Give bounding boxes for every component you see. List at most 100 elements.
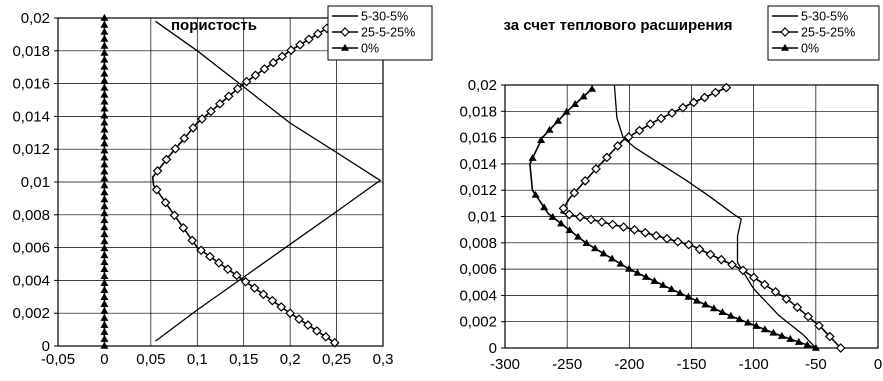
series-2-marker-5 xyxy=(769,328,778,336)
series-2-marker-0 xyxy=(811,343,820,351)
series-2-marker-13 xyxy=(100,251,109,259)
series-1-marker-27 xyxy=(569,188,580,198)
series-2-marker-19 xyxy=(100,209,109,217)
x-tick-label: -200 xyxy=(614,356,644,373)
series-1-marker-22 xyxy=(161,154,172,165)
series-2-marker-6 xyxy=(100,300,109,307)
series-0 xyxy=(613,84,817,349)
series-1-marker-26 xyxy=(558,203,569,214)
series-2-marker-31 xyxy=(548,212,557,220)
series-1-marker-13 xyxy=(694,244,705,255)
series-2-marker-13 xyxy=(701,300,710,308)
series-1-marker-37 xyxy=(678,102,688,113)
series-2-marker-28 xyxy=(100,146,109,154)
x-tick-label: 0,25 xyxy=(322,351,351,368)
series-2-marker-0 xyxy=(100,341,109,349)
series-1-marker-13 xyxy=(214,258,224,268)
x-tick-label: -0,05 xyxy=(41,351,75,368)
series-2-marker-29 xyxy=(565,226,574,234)
x-tick-label: -300 xyxy=(490,356,520,373)
series-2-marker-1 xyxy=(100,334,109,342)
chart-title: пористость xyxy=(171,17,257,34)
series-1 xyxy=(558,82,846,353)
series-1-marker-19 xyxy=(160,197,171,208)
series-1-marker-7 xyxy=(759,279,770,290)
series-1-marker-27 xyxy=(206,106,216,117)
series-2-marker-21 xyxy=(100,195,109,203)
series-1-marker-35 xyxy=(656,113,667,124)
y-tick-label: 0 xyxy=(489,340,497,357)
series-1-marker-34 xyxy=(268,57,279,68)
series-1-marker-24 xyxy=(179,133,190,144)
series-1-marker-14 xyxy=(683,239,694,250)
series-2-marker-37 xyxy=(100,83,109,91)
series-2-marker-15 xyxy=(684,292,693,300)
series-0-line xyxy=(155,20,381,342)
y-tick-label: 0,004 xyxy=(12,272,50,289)
series-1-line xyxy=(151,22,337,344)
series-2-marker-15 xyxy=(100,237,109,245)
series-2-marker-32 xyxy=(100,118,109,126)
y-tick-label: 0,01 xyxy=(21,174,50,191)
series-1-marker-24 xyxy=(575,212,585,222)
series-2-marker-1 xyxy=(803,340,812,348)
series-1-marker-29 xyxy=(591,164,601,174)
series-2-marker-40 xyxy=(579,92,588,100)
series-2-marker-4 xyxy=(777,331,786,339)
legend-label: 5-30-5% xyxy=(361,10,408,24)
series-1-marker-14 xyxy=(205,251,215,262)
series-1-marker-38 xyxy=(688,97,699,108)
series-1-marker-31 xyxy=(612,141,623,151)
series-1-marker-18 xyxy=(640,227,651,238)
series-2-marker-46 xyxy=(100,20,109,28)
y-tick-label: 0 xyxy=(42,338,50,355)
series-2-marker-20 xyxy=(100,202,109,210)
y-tick-label: 0,016 xyxy=(459,130,497,147)
series-1-marker-32 xyxy=(623,132,634,142)
series-1-marker-28 xyxy=(214,98,225,109)
series-2-marker-34 xyxy=(100,104,109,112)
series-2-marker-3 xyxy=(100,320,109,328)
series-2-marker-22 xyxy=(625,264,634,272)
series-2-marker-41 xyxy=(588,84,597,92)
series-1-marker-40 xyxy=(710,87,721,98)
series-1-marker-18 xyxy=(169,210,180,221)
series-2-marker-18 xyxy=(658,281,668,288)
series-2-marker-27 xyxy=(582,239,591,247)
series-2-marker-37 xyxy=(554,116,563,124)
x-tick-label: -50 xyxy=(805,356,827,373)
series-1-marker-legend xyxy=(780,27,790,37)
series-2-marker-39 xyxy=(100,69,109,77)
series-2-marker-17 xyxy=(100,223,109,231)
legend-label: 25-5-25% xyxy=(801,26,855,40)
y-tick-label: 0,016 xyxy=(12,76,50,93)
series-2-line xyxy=(529,88,817,349)
series-2-marker-38 xyxy=(562,107,571,115)
series-1-marker-12 xyxy=(222,264,233,275)
series-2-marker-25 xyxy=(599,249,608,257)
x-tick-label: 0 xyxy=(874,356,882,373)
series-1-marker-12 xyxy=(705,249,716,260)
series-1-marker-1 xyxy=(320,331,331,342)
plot-frame xyxy=(57,17,384,347)
x-tick-label: -250 xyxy=(552,356,582,373)
series-2-marker-3 xyxy=(786,334,795,342)
series-2-marker-12 xyxy=(100,258,109,266)
series-2-marker-41 xyxy=(100,55,109,63)
series-2-marker-2 xyxy=(100,327,109,335)
series-1-marker-10 xyxy=(240,276,251,287)
series-2-marker-24 xyxy=(100,174,109,182)
series-1-marker-9 xyxy=(249,283,260,293)
x-tick-label: 0,3 xyxy=(373,351,394,368)
series-1-marker-36 xyxy=(286,45,296,56)
y-tick-label: 0,01 xyxy=(468,209,497,226)
series-2-marker-8 xyxy=(100,286,109,293)
series-2-marker-47 xyxy=(100,13,109,21)
x-tick-label: -150 xyxy=(676,356,706,373)
series-2-marker-20 xyxy=(641,272,651,280)
x-tick-label: 0 xyxy=(100,351,108,368)
y-tick-label: 0,008 xyxy=(12,207,50,224)
series-1-marker-41 xyxy=(721,82,732,93)
legend-label: 0% xyxy=(361,42,379,56)
